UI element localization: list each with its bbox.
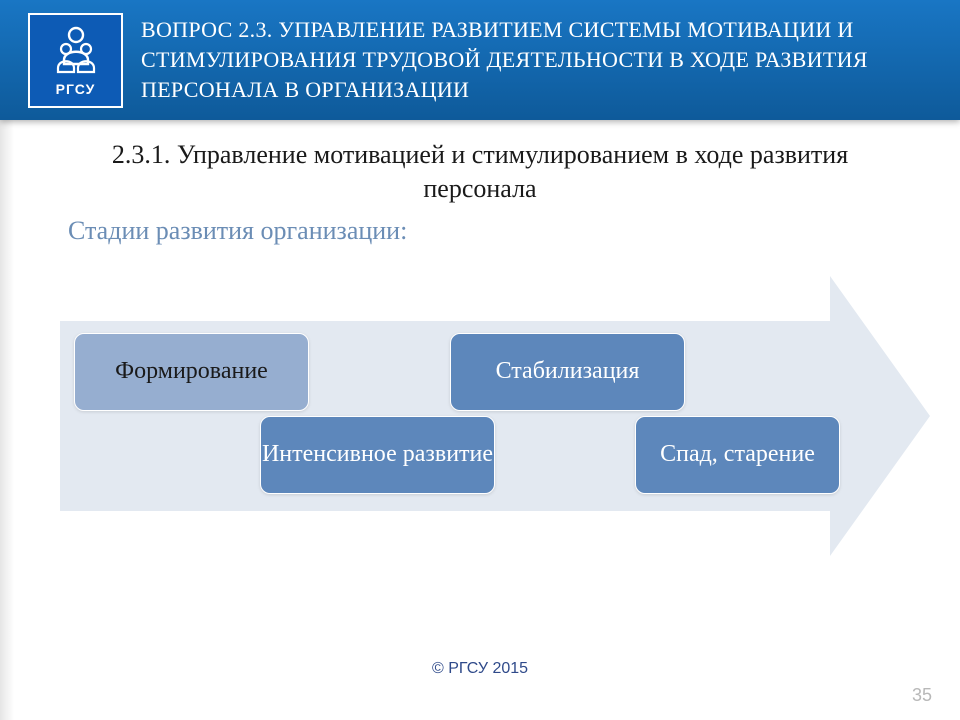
section-title: 2.3.1. Управление мотивацией и стимулиро… bbox=[60, 138, 900, 206]
logo-label: РГСУ bbox=[56, 81, 96, 97]
stage-label: Спад, старение bbox=[660, 441, 815, 469]
stages-arrow-diagram: Формирование Интенсивное развитие Стабилиз… bbox=[60, 276, 930, 556]
stage-box-2: Интенсивное развитие bbox=[260, 416, 495, 494]
slide-content: 2.3.1. Управление мотивацией и стимулиро… bbox=[0, 120, 960, 556]
stage-box-4: Спад, старение bbox=[635, 416, 840, 494]
page-number: 35 bbox=[912, 685, 932, 706]
subtitle: Стадии развития организации: bbox=[68, 216, 900, 246]
slide-header: РГСУ ВОПРОС 2.3. УПРАВЛЕНИЕ РАЗВИТИЕМ СИ… bbox=[0, 0, 960, 120]
copyright: © РГСУ 2015 bbox=[0, 660, 960, 678]
header-title: ВОПРОС 2.3. УПРАВЛЕНИЕ РАЗВИТИЕМ СИСТЕМЫ… bbox=[141, 15, 940, 104]
people-icon bbox=[51, 24, 101, 79]
stage-label: Стабилизация bbox=[496, 358, 640, 386]
stage-label: Формирование bbox=[115, 358, 268, 386]
logo: РГСУ bbox=[28, 13, 123, 108]
stage-box-3: Стабилизация bbox=[450, 333, 685, 411]
stage-label: Интенсивное развитие bbox=[262, 441, 493, 469]
stage-box-1: Формирование bbox=[74, 333, 309, 411]
